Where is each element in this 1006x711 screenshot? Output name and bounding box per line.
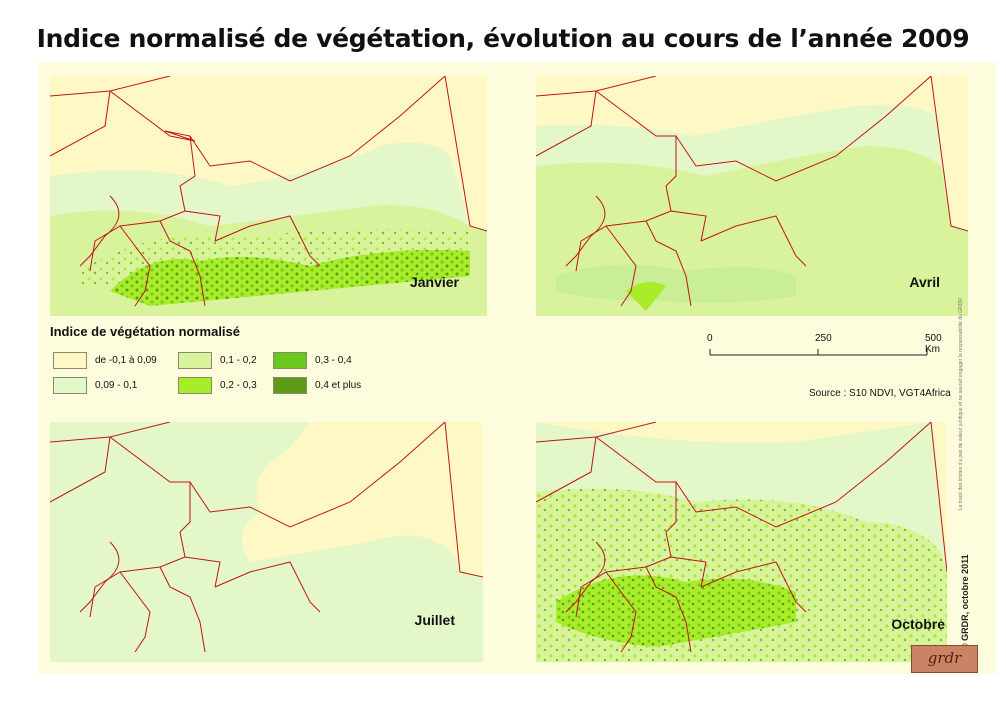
legend-item: de -0,1 à 0,09 <box>53 352 157 369</box>
legend-label: 0,1 - 0,2 <box>220 355 257 366</box>
map-juillet-graphic <box>50 422 483 662</box>
map-title: Indice normalisé de végétation, évolutio… <box>36 24 970 53</box>
legend-swatch <box>53 377 87 394</box>
month-label: Janvier <box>409 274 459 290</box>
legend-title: Indice de végétation normalisé <box>50 324 240 339</box>
map-avril-graphic <box>536 76 968 316</box>
month-label: Juillet <box>414 612 455 628</box>
scale-label-250: 250 <box>815 333 832 344</box>
legend-swatch <box>273 377 307 394</box>
map-panel-avril: Avril <box>536 76 968 316</box>
disclaimer-text: Le tracé des limites n'a pas de valeur j… <box>958 298 964 510</box>
legend-label: 0,09 - 0,1 <box>95 380 138 391</box>
map-panel-janvier: Janvier <box>50 76 487 316</box>
source-text: Source : S10 NDVI, VGT4Africa <box>809 388 951 399</box>
legend-label: de -0,1 à 0,09 <box>95 355 157 366</box>
legend-item: 0,1 - 0,2 <box>178 352 257 369</box>
logo-text: grdr <box>927 649 962 667</box>
legend-item: 0,3 - 0,4 <box>273 352 352 369</box>
legend-swatch <box>178 377 212 394</box>
map-octobre-graphic <box>536 422 947 662</box>
legend-swatch <box>53 352 87 369</box>
legend-label: 0,2 - 0,3 <box>220 380 257 391</box>
legend-item: 0,2 - 0,3 <box>178 377 257 394</box>
grdr-logo: grdr <box>911 645 978 673</box>
scale-bar: 0 250 500 Km <box>705 333 945 363</box>
scale-label-0: 0 <box>707 333 713 344</box>
legend-label: 0,3 - 0,4 <box>315 355 352 366</box>
scale-bar-graphic <box>709 349 928 356</box>
map-panel-octobre: Octobre <box>536 422 947 662</box>
month-label: Avril <box>909 274 940 290</box>
legend-swatch <box>178 352 212 369</box>
legend-swatch <box>273 352 307 369</box>
legend-label: 0,4 et plus <box>315 380 362 391</box>
scale-label-500: 500 Km <box>925 333 942 355</box>
month-label: Octobre <box>891 616 945 632</box>
copyright-text: © GRDR, octobre 2011 <box>960 554 970 650</box>
legend-item: 0,4 et plus <box>273 377 361 394</box>
map-panel-juillet: Juillet <box>50 422 483 662</box>
map-janvier-graphic <box>50 76 487 316</box>
legend-item: 0,09 - 0,1 <box>53 377 137 394</box>
